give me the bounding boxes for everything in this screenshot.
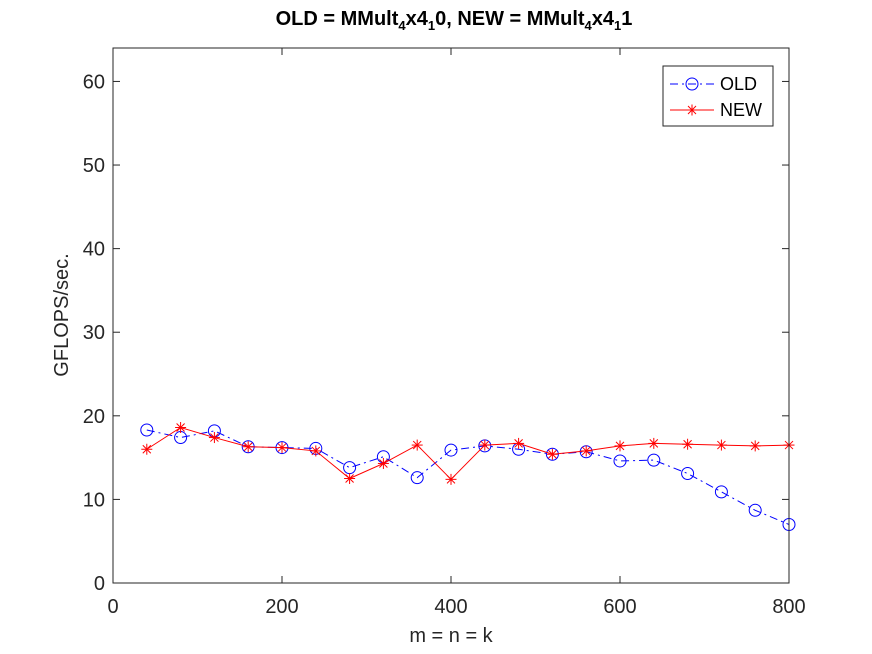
series-line-new (146, 426, 790, 481)
data-point-new (749, 440, 761, 452)
legend-label-old: OLD (720, 74, 757, 94)
y-tick-label: 20 (83, 406, 105, 428)
data-point-old (748, 503, 762, 517)
legend-entry-new: NEW (670, 100, 762, 120)
data-point-old (681, 466, 695, 480)
data-point-new (682, 438, 694, 450)
data-point-new (715, 439, 727, 451)
y-axis-label: GFLOPS/sec. (51, 253, 73, 376)
legend-box (662, 65, 774, 127)
data-point-old (410, 471, 424, 485)
data-point-new (377, 457, 389, 469)
data-point-new (479, 439, 491, 451)
legend-marker-new (686, 104, 698, 116)
y-tick-label: 60 (83, 71, 105, 93)
y-tick-label: 10 (83, 489, 105, 511)
legend-label-new: NEW (720, 100, 762, 120)
data-point-new (310, 445, 322, 457)
series-new (141, 422, 795, 485)
y-tick-label: 0 (94, 573, 105, 595)
data-point-new (580, 445, 592, 457)
data-point-old (613, 454, 627, 468)
legend-marker-old (685, 77, 699, 91)
chart-title: OLD = MMult4x410, NEW = MMult4x411 (276, 8, 633, 33)
data-point-new (648, 437, 660, 449)
data-point-new (513, 437, 525, 449)
data-point-new (614, 440, 626, 452)
data-point-new (445, 473, 457, 485)
axes-layer: 0 200 400 600 800 0 10 20 30 40 50 60 (83, 47, 806, 618)
x-axis-label: m = n = k (409, 625, 493, 647)
x-tick-label: 400 (434, 596, 467, 618)
data-point-new (208, 432, 220, 444)
plot-area (113, 48, 789, 583)
x-tick-label: 0 (107, 596, 118, 618)
data-point-old (545, 447, 559, 461)
data-point-new (175, 422, 187, 434)
legend-entry-old: OLD (670, 74, 757, 94)
data-point-new (242, 441, 254, 453)
x-tick-label: 200 (265, 596, 298, 618)
series-layer (140, 422, 796, 531)
y-tick-label: 40 (83, 239, 105, 261)
data-point-old (647, 453, 661, 467)
x-tick-label: 800 (772, 596, 805, 618)
y-tick-label: 30 (83, 322, 105, 344)
data-point-new (546, 448, 558, 460)
y-tick-label: 50 (83, 155, 105, 177)
legend: OLD NEW (662, 65, 774, 127)
data-point-old (444, 443, 458, 457)
data-point-old (140, 423, 154, 437)
data-point-new (344, 473, 356, 485)
chart-title-text: OLD = MMult4x410, NEW = MMult4x411 (276, 8, 633, 33)
data-point-old (714, 485, 728, 499)
data-point-new (411, 439, 423, 451)
data-point-new (276, 442, 288, 454)
x-tick-label: 600 (603, 596, 636, 618)
data-point-new (141, 443, 153, 455)
